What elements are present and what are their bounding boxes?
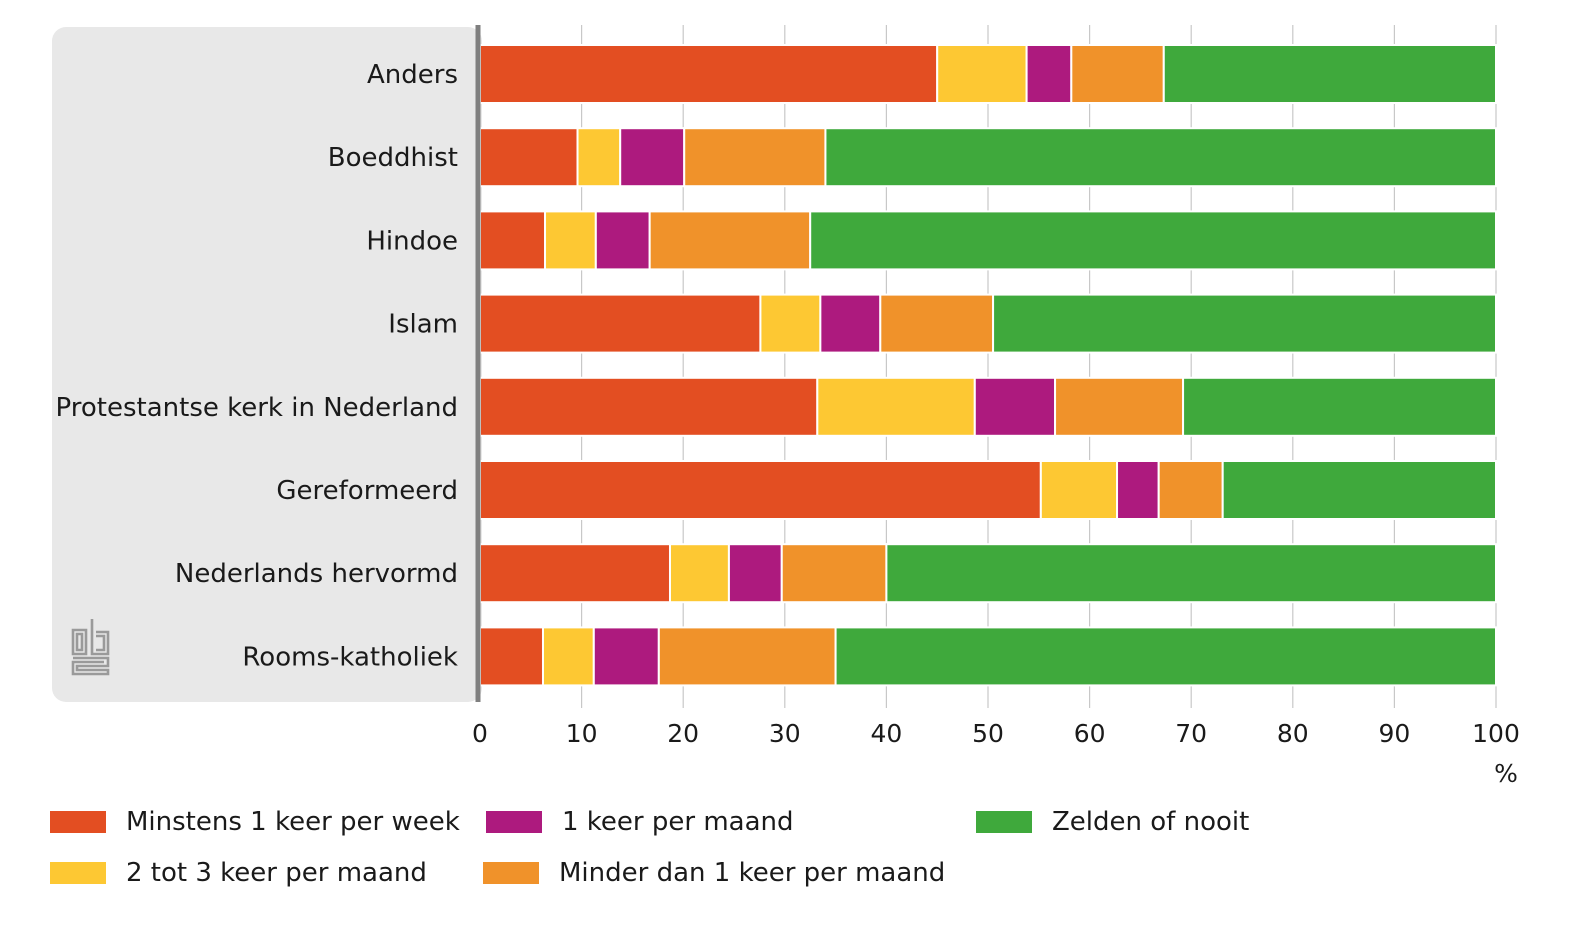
cbs-logo bbox=[71, 619, 110, 676]
bar-segment bbox=[479, 44, 939, 104]
bar-segment bbox=[1116, 460, 1160, 520]
category-label: Boeddhist bbox=[328, 143, 458, 173]
bar-segment bbox=[1182, 376, 1498, 437]
bar-segment bbox=[824, 127, 1497, 188]
bar-segment bbox=[1162, 44, 1497, 104]
bar-segment bbox=[809, 210, 1497, 271]
bars bbox=[479, 44, 1498, 687]
bar-segment bbox=[759, 293, 822, 354]
x-unit-label: % bbox=[1494, 759, 1518, 788]
x-tick-label: 20 bbox=[667, 719, 699, 748]
bar-segment bbox=[992, 293, 1498, 354]
bar-segment bbox=[973, 376, 1057, 437]
bar-segment bbox=[780, 543, 888, 604]
bar-segment bbox=[816, 376, 976, 437]
category-label: Protestantse kerk in Nederland bbox=[56, 393, 458, 423]
bar-segment bbox=[683, 127, 827, 188]
bar-segment bbox=[479, 127, 579, 188]
bar-segment bbox=[592, 626, 660, 687]
x-tick-label: 40 bbox=[870, 719, 902, 748]
category-labels: Anders Boeddhist Hindoe Islam Protestantse k… bbox=[56, 60, 458, 672]
x-tick-label: 10 bbox=[566, 719, 598, 748]
bar-segment bbox=[668, 543, 730, 604]
bar-segment bbox=[1054, 376, 1185, 437]
category-label: Nederlands hervormd bbox=[175, 559, 458, 589]
bar-segment bbox=[727, 543, 783, 604]
x-tick-label: 30 bbox=[769, 719, 801, 748]
bar-segment bbox=[1039, 460, 1119, 520]
bar-segment bbox=[657, 626, 837, 687]
x-tick-label: 90 bbox=[1378, 719, 1410, 748]
category-label: Islam bbox=[388, 310, 458, 340]
bar-segment bbox=[576, 127, 622, 188]
x-tick-label: 80 bbox=[1277, 719, 1309, 748]
bar-segment bbox=[544, 210, 597, 271]
bar-segment bbox=[479, 543, 671, 604]
category-label: Anders bbox=[367, 60, 458, 90]
x-tick-label: 60 bbox=[1074, 719, 1106, 748]
bar-segment bbox=[1070, 44, 1165, 104]
bar-segment bbox=[594, 210, 651, 271]
bar-segment bbox=[541, 626, 595, 687]
bar-segment bbox=[1157, 460, 1224, 520]
x-tick-label: 50 bbox=[972, 719, 1004, 748]
category-panel bbox=[52, 27, 482, 702]
bar-segment bbox=[819, 293, 882, 354]
bar-segment bbox=[1025, 44, 1073, 104]
x-tick-labels: 0 10 20 30 40 50 60 70 80 90 100 bbox=[472, 719, 1520, 748]
category-label: Rooms-katholiek bbox=[242, 642, 458, 672]
bar-segment bbox=[479, 376, 819, 437]
x-tick-label: 100 bbox=[1472, 719, 1520, 748]
x-tick-label: 0 bbox=[472, 719, 488, 748]
bar-segment bbox=[479, 460, 1042, 520]
category-label: Gereformeerd bbox=[276, 476, 458, 506]
bar-segment bbox=[619, 127, 686, 188]
bar-segment bbox=[834, 626, 1497, 687]
category-label: Hindoe bbox=[366, 226, 458, 256]
x-tick-label: 70 bbox=[1175, 719, 1207, 748]
bar-segment bbox=[879, 293, 995, 354]
bar-segment bbox=[479, 210, 547, 271]
bar-segment bbox=[479, 626, 544, 687]
bar-segment bbox=[936, 44, 1028, 104]
bar-segment bbox=[648, 210, 812, 271]
bar-segment bbox=[479, 293, 762, 354]
bar-segment bbox=[1221, 460, 1498, 520]
bar-segment bbox=[885, 543, 1497, 604]
